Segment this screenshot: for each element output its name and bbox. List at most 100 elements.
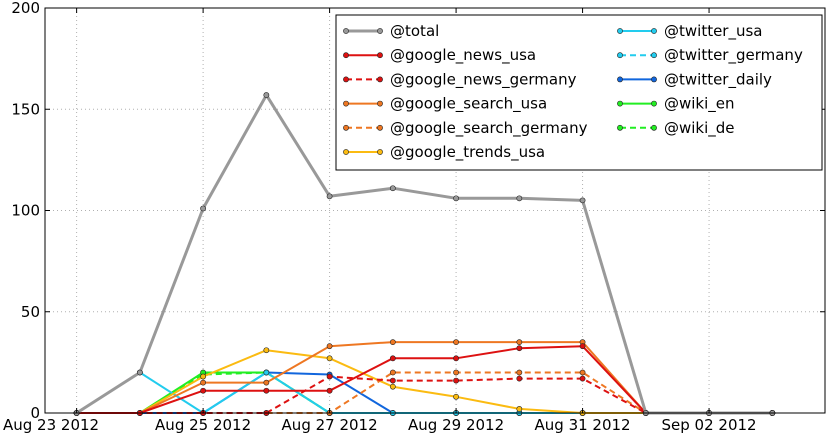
data-point (516, 406, 523, 412)
legend-item: @google_search_germany (343, 119, 588, 138)
x-tick-label: Sep 02 2012 (662, 416, 757, 434)
legend-marker (651, 76, 657, 83)
data-point (389, 377, 396, 384)
legend-item: @twitter_daily (617, 70, 772, 89)
legend-marker (377, 149, 383, 155)
x-tick-label: Aug 23 2012 (3, 416, 99, 434)
data-point (453, 339, 459, 346)
data-point (326, 343, 333, 350)
legend-marker (343, 28, 349, 34)
data-point (579, 197, 586, 204)
legend-label: @twitter_usa (664, 22, 763, 41)
data-point (136, 369, 143, 376)
legend-marker (651, 100, 657, 107)
data-point (516, 375, 523, 382)
legend-label: @google_trends_usa (390, 143, 545, 162)
series-line (76, 345, 773, 414)
y-tick-label: 0 (30, 404, 40, 422)
legend-marker (651, 124, 657, 131)
data-point (453, 377, 459, 384)
legend-marker (343, 100, 349, 107)
y-tick-label: 50 (21, 303, 40, 321)
data-point (453, 195, 459, 202)
legend-marker (651, 52, 657, 59)
legend-item: @google_news_germany (343, 70, 577, 89)
legend-marker (377, 52, 383, 59)
data-point (579, 375, 586, 382)
data-point (516, 195, 523, 202)
data-point (200, 379, 207, 386)
series-google-search-usa (73, 339, 776, 416)
data-point (453, 393, 459, 400)
legend-label: @google_news_usa (390, 46, 536, 65)
x-tick-label: Aug 31 2012 (535, 416, 631, 434)
legend-item: @google_trends_usa (343, 143, 545, 162)
y-tick-label: 200 (11, 0, 40, 17)
data-point (389, 185, 396, 192)
legend-label: @google_search_usa (390, 95, 547, 114)
legend-marker (617, 76, 623, 83)
legend-label: @wiki_de (664, 119, 735, 138)
legend-marker (343, 149, 349, 155)
legend-marker (651, 28, 657, 34)
data-point (200, 205, 207, 212)
legend-label: @twitter_daily (664, 70, 772, 89)
data-point (453, 369, 459, 376)
legend-item: @google_news_usa (343, 46, 536, 65)
legend-marker (617, 100, 623, 107)
legend-marker (377, 28, 383, 34)
series-line (76, 341, 773, 414)
data-point (263, 387, 270, 394)
data-point (263, 379, 270, 386)
data-point (389, 339, 396, 346)
legend-item: @wiki_en (617, 95, 735, 114)
data-point (516, 339, 523, 346)
data-point (326, 355, 333, 362)
legend-item: @google_search_usa (343, 95, 547, 114)
legend-label: @twitter_germany (664, 46, 803, 65)
legend-marker (377, 100, 383, 107)
x-tick-label: Aug 25 2012 (155, 416, 251, 434)
data-point (326, 193, 333, 200)
legend-marker (617, 52, 623, 59)
legend-item: @total (343, 22, 439, 40)
data-point (579, 369, 586, 376)
data-point (326, 387, 333, 394)
y-tick-label: 100 (11, 202, 40, 220)
legend-item: @twitter_germany (617, 46, 803, 65)
legend-marker (377, 76, 383, 83)
legend-box (335, 14, 823, 171)
data-point (200, 373, 207, 380)
x-tick-label: Aug 27 2012 (282, 416, 378, 434)
legend-label: @google_search_germany (390, 119, 588, 138)
data-point (389, 383, 396, 390)
legend-marker (343, 124, 349, 131)
data-point (389, 355, 396, 362)
data-point (516, 369, 523, 376)
y-tick-label: 150 (11, 100, 40, 118)
data-point (263, 347, 270, 354)
legend-label: @wiki_en (664, 95, 735, 114)
data-point (263, 369, 270, 376)
legend-marker (343, 52, 349, 59)
data-point (326, 373, 333, 380)
data-point (263, 92, 270, 98)
legend-label: @google_news_germany (390, 70, 577, 89)
legend-item: @wiki_de (617, 119, 735, 138)
legend: @total @google_news_usa @google_news_germa… (335, 14, 823, 171)
legend-marker (377, 124, 383, 131)
axes: 0 50 100 150 200 Aug 23 2012 Aug 25 2012 Aug 27… (3, 0, 825, 434)
data-point (516, 345, 523, 352)
series-line (76, 375, 773, 414)
data-point (579, 343, 586, 350)
legend-marker (617, 28, 623, 34)
data-point (389, 369, 396, 376)
legend-marker (343, 76, 349, 83)
series-google-news-usa (73, 343, 776, 416)
series-line (76, 349, 773, 414)
x-tick-label: Aug 29 2012 (408, 416, 504, 434)
data-point (453, 355, 459, 362)
legend-marker (617, 124, 623, 131)
legend-label: @total (390, 22, 439, 40)
